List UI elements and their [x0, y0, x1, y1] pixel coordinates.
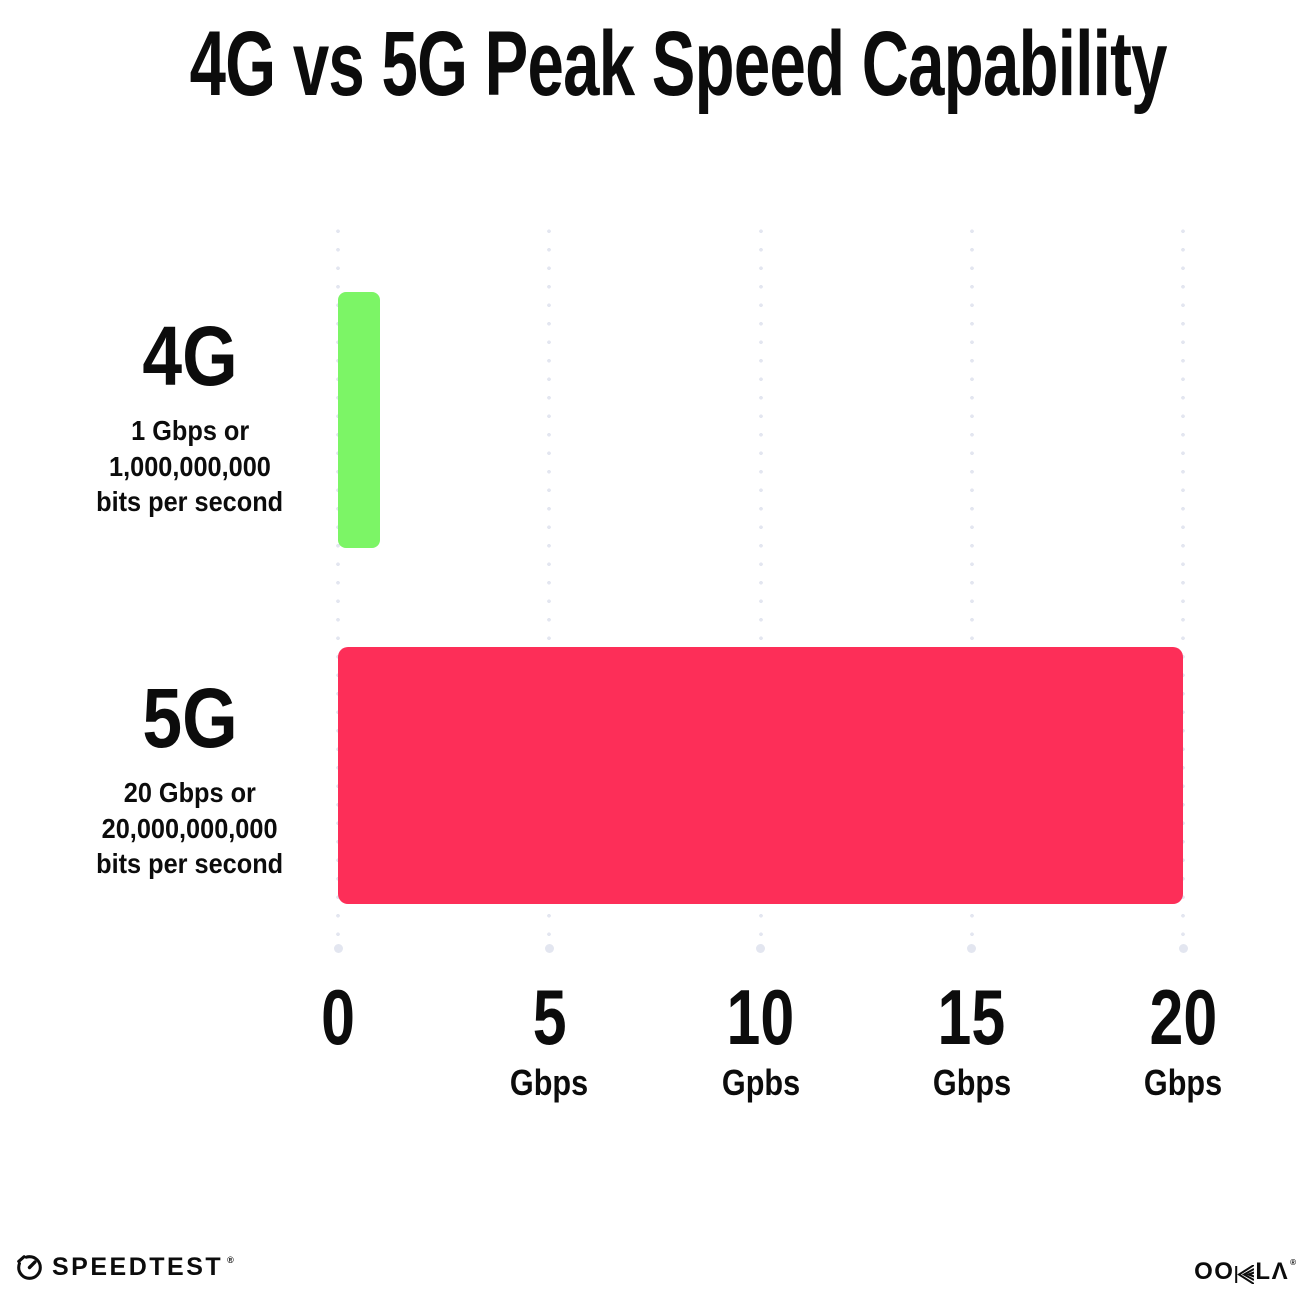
bar-4g: [338, 292, 381, 548]
desc-line: bits per second: [96, 848, 284, 879]
x-tick-unit: Gbps: [510, 1062, 589, 1103]
ookla-wordmark-left: OO: [1194, 1258, 1235, 1285]
category-name-4g: 4G: [142, 309, 238, 403]
desc-line: 1 Gbps or: [130, 415, 250, 446]
x-tick-10: 10 Gpbs: [714, 978, 806, 1101]
category-desc-5g: 20 Gbps or 20,000,000,000 bits per secon…: [40, 775, 340, 882]
row-label-4g: 4G 1 Gbps or 1,000,000,000 bits per seco…: [40, 314, 340, 520]
x-tick-value: 0: [321, 973, 355, 1061]
desc-line: 20 Gbps or: [123, 777, 257, 808]
desc-line: bits per second: [96, 486, 284, 517]
gridline-15: [967, 222, 977, 953]
chart-title: 4G vs 5G Peak Speed Capability: [189, 13, 1168, 115]
x-tick-unit: Gbps: [932, 1062, 1011, 1103]
x-tick-unit: Gbps: [1143, 1062, 1223, 1103]
x-tick-20: 20 Gbps: [1137, 978, 1229, 1101]
registered-mark: ®: [1290, 1258, 1296, 1267]
x-tick-5: 5 Gbps: [503, 978, 595, 1101]
speedtest-logo: SPEEDTEST ®: [16, 1254, 234, 1281]
gridline-5: [544, 222, 554, 953]
speedtest-wordmark: SPEEDTEST: [52, 1253, 224, 1281]
ookla-k-icon: [1235, 1265, 1255, 1284]
x-axis: 0 5 Gbps 10 Gpbs 15 Gbps 20 Gbps: [321, 978, 1222, 1108]
bar-5g: [338, 647, 1183, 904]
x-tick-unit: [316, 1065, 359, 1101]
category-name-5g: 5G: [142, 671, 238, 765]
registered-mark: ®: [227, 1255, 234, 1265]
desc-line: 20,000,000,000: [102, 812, 278, 844]
row-label-5g: 5G 20 Gbps or 20,000,000,000 bits per se…: [40, 676, 340, 882]
ookla-wordmark-right: LΛ: [1255, 1258, 1290, 1285]
x-tick-value: 10: [726, 973, 795, 1061]
gridline-0: [333, 222, 343, 953]
x-tick-unit: Gpbs: [721, 1062, 800, 1103]
x-tick-value: 20: [1149, 973, 1217, 1061]
category-desc-4g: 1 Gbps or 1,000,000,000 bits per second: [40, 413, 340, 520]
x-tick-value: 5: [532, 973, 567, 1061]
x-tick-0: 0: [316, 978, 359, 1101]
gridline-20: [1178, 222, 1188, 953]
gridline-10: [756, 222, 765, 953]
x-tick-15: 15 Gbps: [926, 978, 1018, 1101]
speedtest-gauge-icon: [17, 1255, 42, 1280]
plot-area: [333, 222, 1188, 955]
ookla-logo: OO LΛ ®: [1194, 1258, 1296, 1285]
desc-line: 1,000,000,000: [109, 450, 271, 482]
x-tick-value: 15: [937, 973, 1006, 1061]
